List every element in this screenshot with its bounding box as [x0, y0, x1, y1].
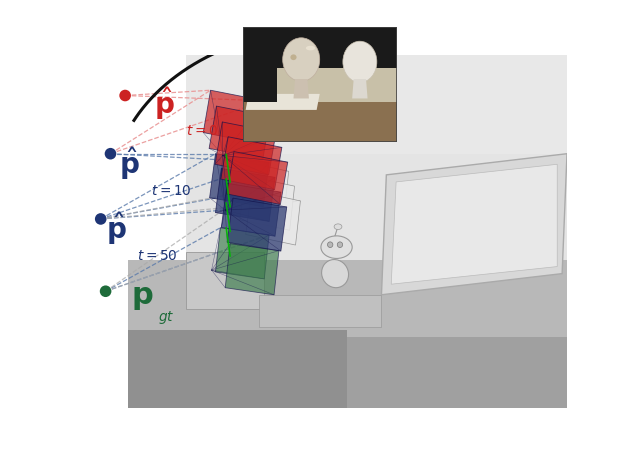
- Polygon shape: [221, 183, 281, 236]
- Text: $\hat{\mathbf{p}}$: $\hat{\mathbf{p}}$: [119, 145, 139, 182]
- Polygon shape: [203, 90, 264, 143]
- Polygon shape: [243, 68, 397, 102]
- Polygon shape: [226, 244, 279, 295]
- Ellipse shape: [328, 242, 333, 247]
- Polygon shape: [227, 152, 288, 204]
- Point: [101, 288, 111, 295]
- Point: [120, 92, 130, 99]
- Polygon shape: [246, 191, 301, 245]
- Polygon shape: [246, 94, 320, 110]
- Text: $_{t=10}$: $_{t=10}$: [151, 179, 192, 198]
- Polygon shape: [215, 228, 269, 279]
- Polygon shape: [186, 154, 567, 273]
- Polygon shape: [215, 169, 275, 221]
- Text: $\hat{\mathbf{p}}$: $\hat{\mathbf{p}}$: [106, 210, 126, 247]
- Circle shape: [321, 236, 352, 258]
- Polygon shape: [79, 55, 196, 408]
- Polygon shape: [260, 295, 381, 327]
- Polygon shape: [240, 175, 295, 230]
- Polygon shape: [234, 161, 289, 215]
- Polygon shape: [186, 55, 567, 267]
- Polygon shape: [221, 137, 282, 190]
- Circle shape: [334, 224, 342, 229]
- Polygon shape: [243, 98, 397, 142]
- Text: $\hat{\mathbf{p}}$: $\hat{\mathbf{p}}$: [154, 85, 175, 122]
- Ellipse shape: [283, 38, 319, 82]
- Polygon shape: [210, 154, 269, 207]
- Text: $_{t=0}$: $_{t=0}$: [186, 119, 218, 138]
- Ellipse shape: [337, 242, 343, 247]
- FancyBboxPatch shape: [243, 36, 277, 102]
- Point: [105, 150, 115, 158]
- Polygon shape: [227, 198, 287, 251]
- Ellipse shape: [343, 41, 377, 82]
- Polygon shape: [186, 252, 264, 309]
- Polygon shape: [381, 154, 567, 295]
- Text: Input RGB Image: Input RGB Image: [270, 65, 383, 78]
- Ellipse shape: [290, 55, 297, 60]
- Polygon shape: [127, 330, 347, 408]
- Text: $_{gt}$: $_{gt}$: [158, 307, 175, 327]
- Polygon shape: [209, 106, 270, 159]
- Polygon shape: [127, 260, 567, 337]
- Point: [96, 215, 106, 223]
- Text: $\mathbf{p}$: $\mathbf{p}$: [132, 283, 154, 312]
- Polygon shape: [79, 196, 323, 408]
- Polygon shape: [79, 55, 323, 196]
- Polygon shape: [352, 79, 367, 98]
- Polygon shape: [215, 122, 276, 175]
- Polygon shape: [294, 79, 309, 98]
- FancyBboxPatch shape: [243, 27, 397, 142]
- Polygon shape: [196, 55, 567, 408]
- Polygon shape: [347, 337, 567, 408]
- Ellipse shape: [306, 46, 315, 50]
- Polygon shape: [391, 164, 558, 284]
- Ellipse shape: [321, 260, 348, 288]
- Text: $_{t=50}$: $_{t=50}$: [137, 244, 178, 263]
